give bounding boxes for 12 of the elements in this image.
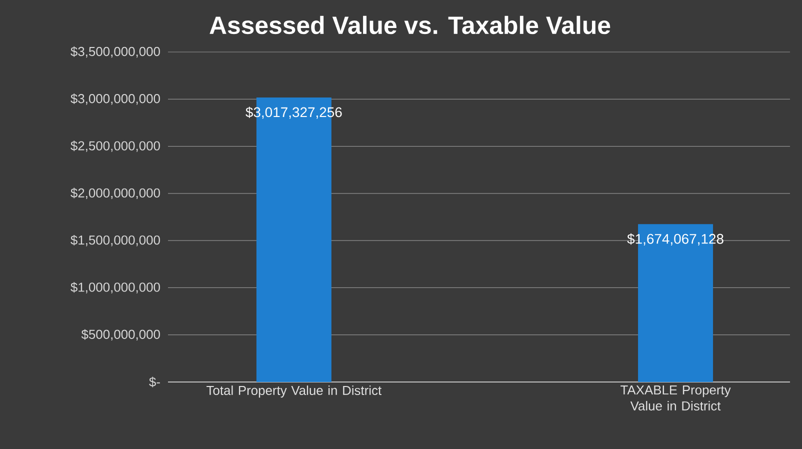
y-tick-label: $2,500,000,000 [70, 140, 160, 152]
y-tick-label: $3,000,000,000 [70, 94, 160, 105]
y-tick-label: $3,500,000,000 [70, 46, 160, 58]
y-tick-label: $500,000,000 [81, 329, 160, 340]
chart-title: Assessed Value vs. Taxable Value [210, 16, 610, 34]
y-tick-label: $2,000,000,000 [70, 188, 160, 200]
x-tick-label: Total Property Value in District [206, 386, 382, 398]
data-label: $1,674,067,128 [627, 233, 724, 246]
y-tick-label: $1,000,000,000 [70, 282, 160, 294]
y-tick-label: $1,500,000,000 [70, 234, 160, 246]
x-tick-label: TAXABLE Property Value in District [620, 386, 731, 410]
y-tick-label: $- [149, 376, 160, 388]
